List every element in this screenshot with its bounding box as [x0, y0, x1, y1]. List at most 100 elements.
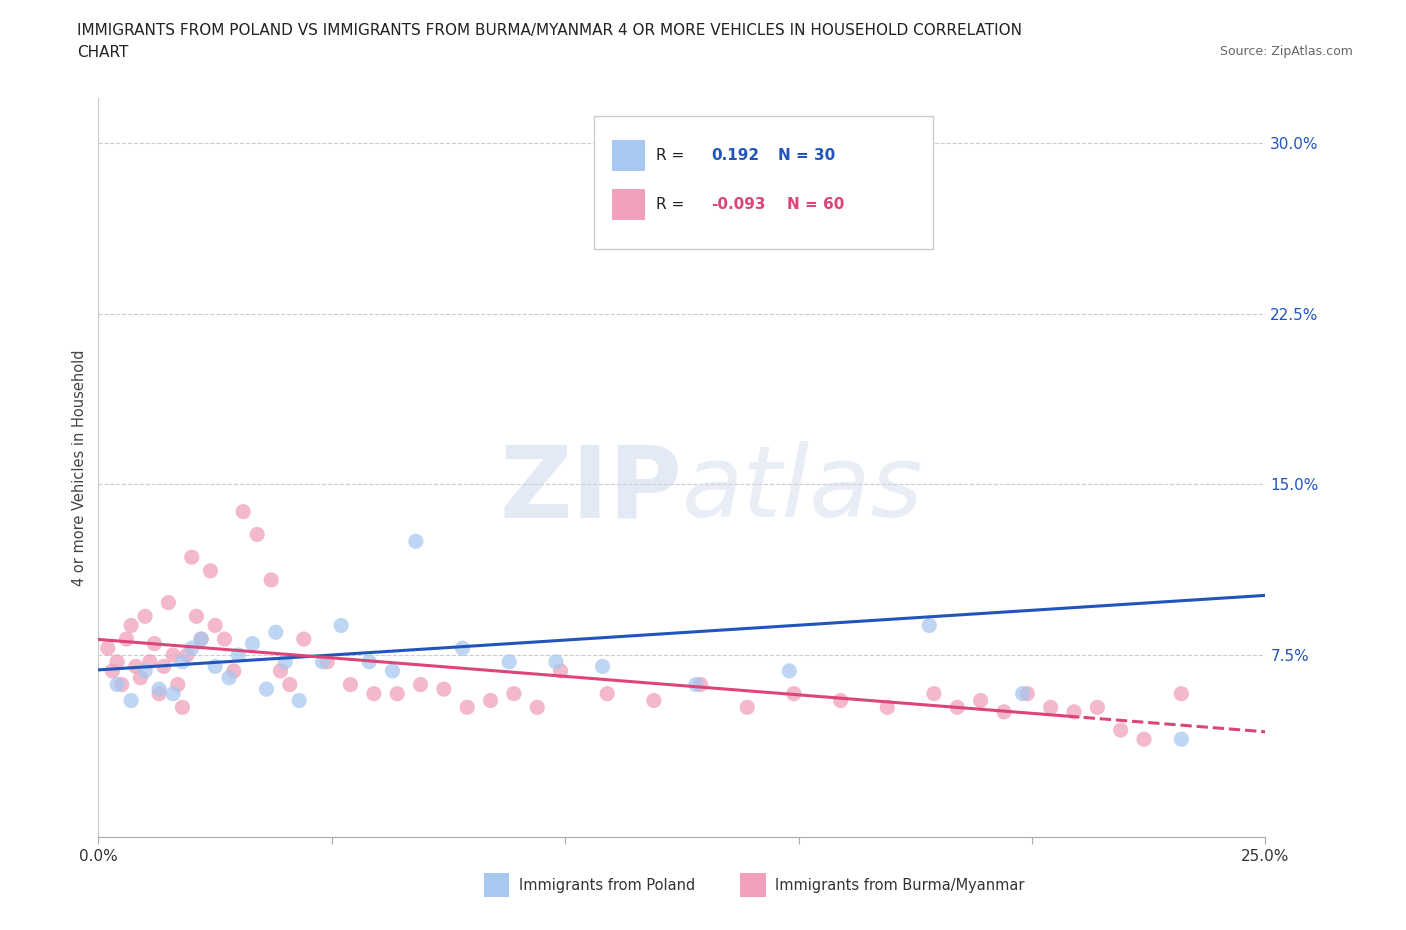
Text: Source: ZipAtlas.com: Source: ZipAtlas.com [1219, 45, 1353, 58]
Point [204, 618, 226, 633]
Point [1017, 686, 1039, 701]
Point [105, 677, 128, 692]
Point [592, 659, 614, 674]
Point [111, 677, 134, 692]
Point [97, 641, 120, 656]
Bar [612, 140, 644, 171]
Point [689, 677, 711, 692]
Point [143, 636, 166, 651]
Point [1109, 723, 1132, 737]
Point [101, 663, 124, 678]
Point [218, 671, 240, 685]
Point [311, 655, 333, 670]
Point [363, 686, 385, 701]
Point [214, 631, 236, 646]
Point [162, 686, 184, 701]
Point [1039, 700, 1062, 715]
Point [190, 631, 212, 646]
Point [918, 618, 941, 633]
Point [162, 647, 184, 662]
Point [269, 663, 291, 678]
Text: N = 60: N = 60 [787, 197, 845, 212]
Point [139, 655, 162, 670]
Point [274, 655, 297, 670]
Point [105, 655, 128, 670]
Point [783, 686, 806, 701]
Point [1063, 704, 1085, 719]
Text: CHART: CHART [77, 45, 129, 60]
Point [479, 693, 502, 708]
Point [172, 700, 194, 715]
Point [264, 625, 287, 640]
Point [134, 609, 156, 624]
Point [1085, 700, 1108, 715]
Point [830, 693, 852, 708]
Point [550, 663, 572, 678]
Text: atlas: atlas [682, 441, 924, 538]
Point [1170, 732, 1192, 747]
Point [180, 641, 202, 656]
Point [148, 686, 170, 701]
Point [288, 693, 311, 708]
Point [1011, 686, 1033, 701]
Point [969, 693, 991, 708]
Point [993, 704, 1015, 719]
Point [409, 677, 432, 692]
Point [200, 564, 222, 578]
Point [544, 655, 567, 670]
Point [172, 655, 194, 670]
Bar [741, 873, 766, 897]
Point [844, 208, 866, 223]
Point [204, 659, 226, 674]
Point [180, 550, 202, 565]
Point [405, 534, 427, 549]
Point [385, 686, 408, 701]
Point [120, 693, 142, 708]
Point [596, 686, 619, 701]
Point [433, 682, 456, 697]
Point [176, 647, 198, 662]
Point [330, 618, 353, 633]
Point [129, 671, 152, 685]
Text: Immigrants from Poland: Immigrants from Poland [519, 878, 695, 893]
Point [260, 573, 283, 588]
Point [1170, 686, 1192, 701]
Point [502, 686, 524, 701]
Point [120, 618, 142, 633]
Point [778, 663, 800, 678]
Point [190, 631, 212, 646]
Point [157, 595, 180, 610]
Point [186, 609, 208, 624]
Point [876, 700, 898, 715]
Point [242, 636, 264, 651]
Text: R =: R = [657, 148, 689, 163]
Text: -0.093: -0.093 [711, 197, 766, 212]
Point [256, 682, 278, 697]
Bar [484, 873, 509, 897]
FancyBboxPatch shape [595, 116, 932, 249]
Point [735, 700, 758, 715]
Point [1133, 732, 1156, 747]
Point [222, 663, 245, 678]
Point [246, 527, 269, 542]
Text: ZIP: ZIP [499, 441, 682, 538]
Point [134, 663, 156, 678]
Point [381, 663, 404, 678]
Point [339, 677, 361, 692]
Point [292, 631, 315, 646]
Bar [612, 190, 644, 220]
Point [526, 700, 548, 715]
Y-axis label: 4 or more Vehicles in Household: 4 or more Vehicles in Household [72, 349, 87, 586]
Point [456, 700, 478, 715]
Point [232, 504, 254, 519]
Text: Immigrants from Burma/Myanmar: Immigrants from Burma/Myanmar [775, 878, 1025, 893]
Point [685, 677, 707, 692]
Point [125, 659, 148, 674]
Text: R =: R = [657, 197, 689, 212]
Point [115, 631, 138, 646]
Point [451, 641, 474, 656]
Point [359, 655, 381, 670]
Point [643, 693, 665, 708]
Point [316, 655, 339, 670]
Point [228, 647, 250, 662]
